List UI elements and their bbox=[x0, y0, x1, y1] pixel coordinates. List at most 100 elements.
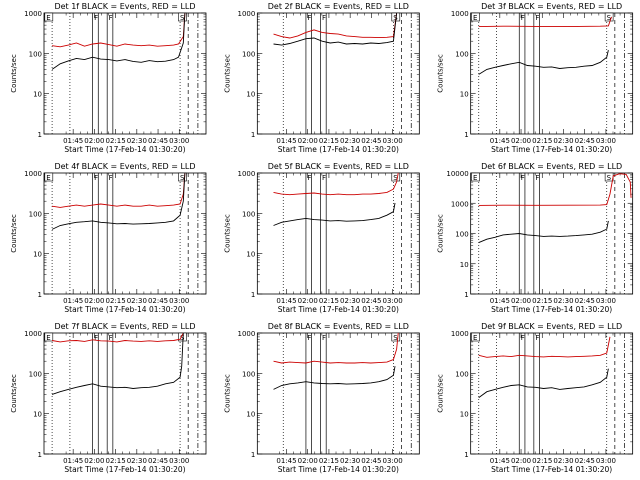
marked-period-label: F bbox=[94, 14, 98, 22]
x-axis-label: Start Time (17-Feb-14 01:30:20) bbox=[278, 145, 399, 154]
label-box bbox=[471, 172, 480, 182]
y-tick-label: 10 bbox=[33, 251, 42, 259]
x-axis-label: Start Time (17-Feb-14 01:30:20) bbox=[278, 305, 399, 314]
y-tick-label: 100 bbox=[242, 50, 255, 58]
lld-series-line bbox=[273, 12, 398, 39]
label-box bbox=[178, 172, 187, 182]
y-tick-label: 1 bbox=[38, 131, 42, 139]
x-tick-label: 02:00 bbox=[298, 137, 318, 145]
x-tick-label: 02:30 bbox=[553, 457, 573, 465]
x-axis-label: Start Time (17-Feb-14 01:30:20) bbox=[491, 465, 612, 474]
marked-period-label: F bbox=[322, 174, 326, 182]
y-tick-label: 10 bbox=[246, 251, 255, 259]
x-tick-label: 02:00 bbox=[298, 457, 318, 465]
y-tick-label: 100 bbox=[29, 50, 42, 58]
events-series-line bbox=[273, 12, 398, 46]
x-tick-label: 02:15 bbox=[532, 297, 552, 305]
events-series-line bbox=[51, 172, 186, 230]
marker-label: E bbox=[473, 334, 477, 342]
marked-period-label: F bbox=[94, 174, 98, 182]
x-tick-label: 02:30 bbox=[127, 457, 147, 465]
marker-label: S bbox=[180, 334, 185, 342]
x-tick-label: 02:30 bbox=[340, 457, 360, 465]
marker-label: E bbox=[46, 14, 50, 22]
lld-series-line bbox=[478, 16, 612, 28]
marker-label: E bbox=[473, 14, 477, 22]
lld-series-line bbox=[478, 173, 632, 206]
plot-frame bbox=[43, 332, 207, 455]
marker-label: S bbox=[393, 174, 398, 182]
y-tick-label: 1 bbox=[464, 131, 468, 139]
marker-label: S bbox=[607, 14, 612, 22]
marked-period-label: F bbox=[322, 14, 326, 22]
y-axis-label: Counts/sec bbox=[223, 214, 231, 253]
x-tick-label: 01:45 bbox=[63, 297, 83, 305]
marked-period-label: F bbox=[535, 334, 539, 342]
y-axis-label: Counts/sec bbox=[223, 374, 231, 413]
plot-frame bbox=[43, 172, 207, 295]
x-tick-label: 02:15 bbox=[532, 137, 552, 145]
x-tick-label: 02:15 bbox=[319, 297, 339, 305]
y-axis-label: Counts/sec bbox=[437, 54, 445, 93]
label-box bbox=[44, 332, 54, 342]
y-tick-label: 1 bbox=[251, 291, 255, 299]
x-tick-label: 01:45 bbox=[276, 297, 296, 305]
y-tick-label: 1 bbox=[251, 451, 255, 459]
marked-period-label: F bbox=[94, 334, 98, 342]
events-series-line bbox=[51, 332, 184, 395]
chart-panel-det-2f: Det 2f BLACK = Events, RED = LLD 1 10 100 10… bbox=[223, 2, 420, 154]
marked-period-label: F bbox=[521, 14, 525, 22]
x-tick-label: 02:30 bbox=[553, 297, 573, 305]
marked-period-label: F bbox=[322, 334, 326, 342]
y-axis-label: Counts/sec bbox=[10, 54, 18, 93]
marked-period-label: F bbox=[521, 174, 525, 182]
marked-period-label: F bbox=[109, 334, 113, 342]
x-tick-label: 02:30 bbox=[340, 137, 360, 145]
chart-panel-det-3f: Det 3f BLACK = Events, RED = LLD 1 10 100 10… bbox=[437, 2, 634, 154]
label-box bbox=[604, 12, 614, 22]
label-box bbox=[178, 12, 187, 22]
chart-title: Det 4f BLACK = Events, RED = LLD bbox=[54, 162, 195, 171]
x-tick-label: 01:45 bbox=[276, 137, 296, 145]
y-tick-label: 10 bbox=[33, 91, 42, 99]
chart-title: Det 3f BLACK = Events, RED = LLD bbox=[481, 2, 622, 11]
chart-title: Det 9f BLACK = Events, RED = LLD bbox=[481, 322, 622, 331]
x-tick-label: 03:00 bbox=[383, 457, 403, 465]
x-tick-label: 01:45 bbox=[490, 297, 510, 305]
y-tick-label: 1 bbox=[38, 291, 42, 299]
x-tick-label: 02:45 bbox=[575, 297, 595, 305]
x-axis-label: Start Time (17-Feb-14 01:30:20) bbox=[278, 465, 399, 474]
label-box bbox=[391, 172, 401, 182]
y-tick-label: 1 bbox=[251, 131, 255, 139]
y-axis-label: Counts/sec bbox=[437, 374, 445, 413]
x-tick-label: 03:00 bbox=[596, 137, 616, 145]
label-box bbox=[471, 332, 480, 342]
label-box bbox=[471, 12, 480, 22]
x-tick-label: 02:00 bbox=[511, 457, 531, 465]
y-tick-label: 1 bbox=[464, 291, 468, 299]
x-tick-label: 02:00 bbox=[298, 297, 318, 305]
plot-frame bbox=[470, 172, 634, 295]
chart-title: Det 2f BLACK = Events, RED = LLD bbox=[268, 2, 409, 11]
x-axis-label: Start Time (17-Feb-14 01:30:20) bbox=[64, 465, 185, 474]
x-tick-label: 02:15 bbox=[106, 137, 126, 145]
x-tick-label: 02:30 bbox=[340, 297, 360, 305]
y-tick-label: 1000 bbox=[24, 330, 42, 338]
y-tick-label: 1000 bbox=[238, 330, 256, 338]
chart-title: Det 1f BLACK = Events, RED = LLD bbox=[54, 2, 195, 11]
plot-frame bbox=[43, 12, 207, 135]
plot-frame bbox=[256, 172, 420, 295]
y-tick-label: 100 bbox=[29, 210, 42, 218]
marked-period-label: F bbox=[521, 334, 525, 342]
marker-label: E bbox=[473, 174, 477, 182]
x-tick-label: 02:30 bbox=[127, 297, 147, 305]
chart-title: Det 8f BLACK = Events, RED = LLD bbox=[268, 322, 409, 331]
label-box bbox=[391, 332, 401, 342]
y-tick-label: 100 bbox=[242, 370, 255, 378]
x-tick-label: 02:00 bbox=[84, 297, 104, 305]
y-tick-label: 100 bbox=[242, 210, 255, 218]
x-tick-label: 02:45 bbox=[361, 457, 381, 465]
plot-frame bbox=[256, 332, 420, 455]
y-tick-label: 10 bbox=[460, 411, 469, 419]
y-axis-label: Counts/sec bbox=[10, 214, 18, 253]
